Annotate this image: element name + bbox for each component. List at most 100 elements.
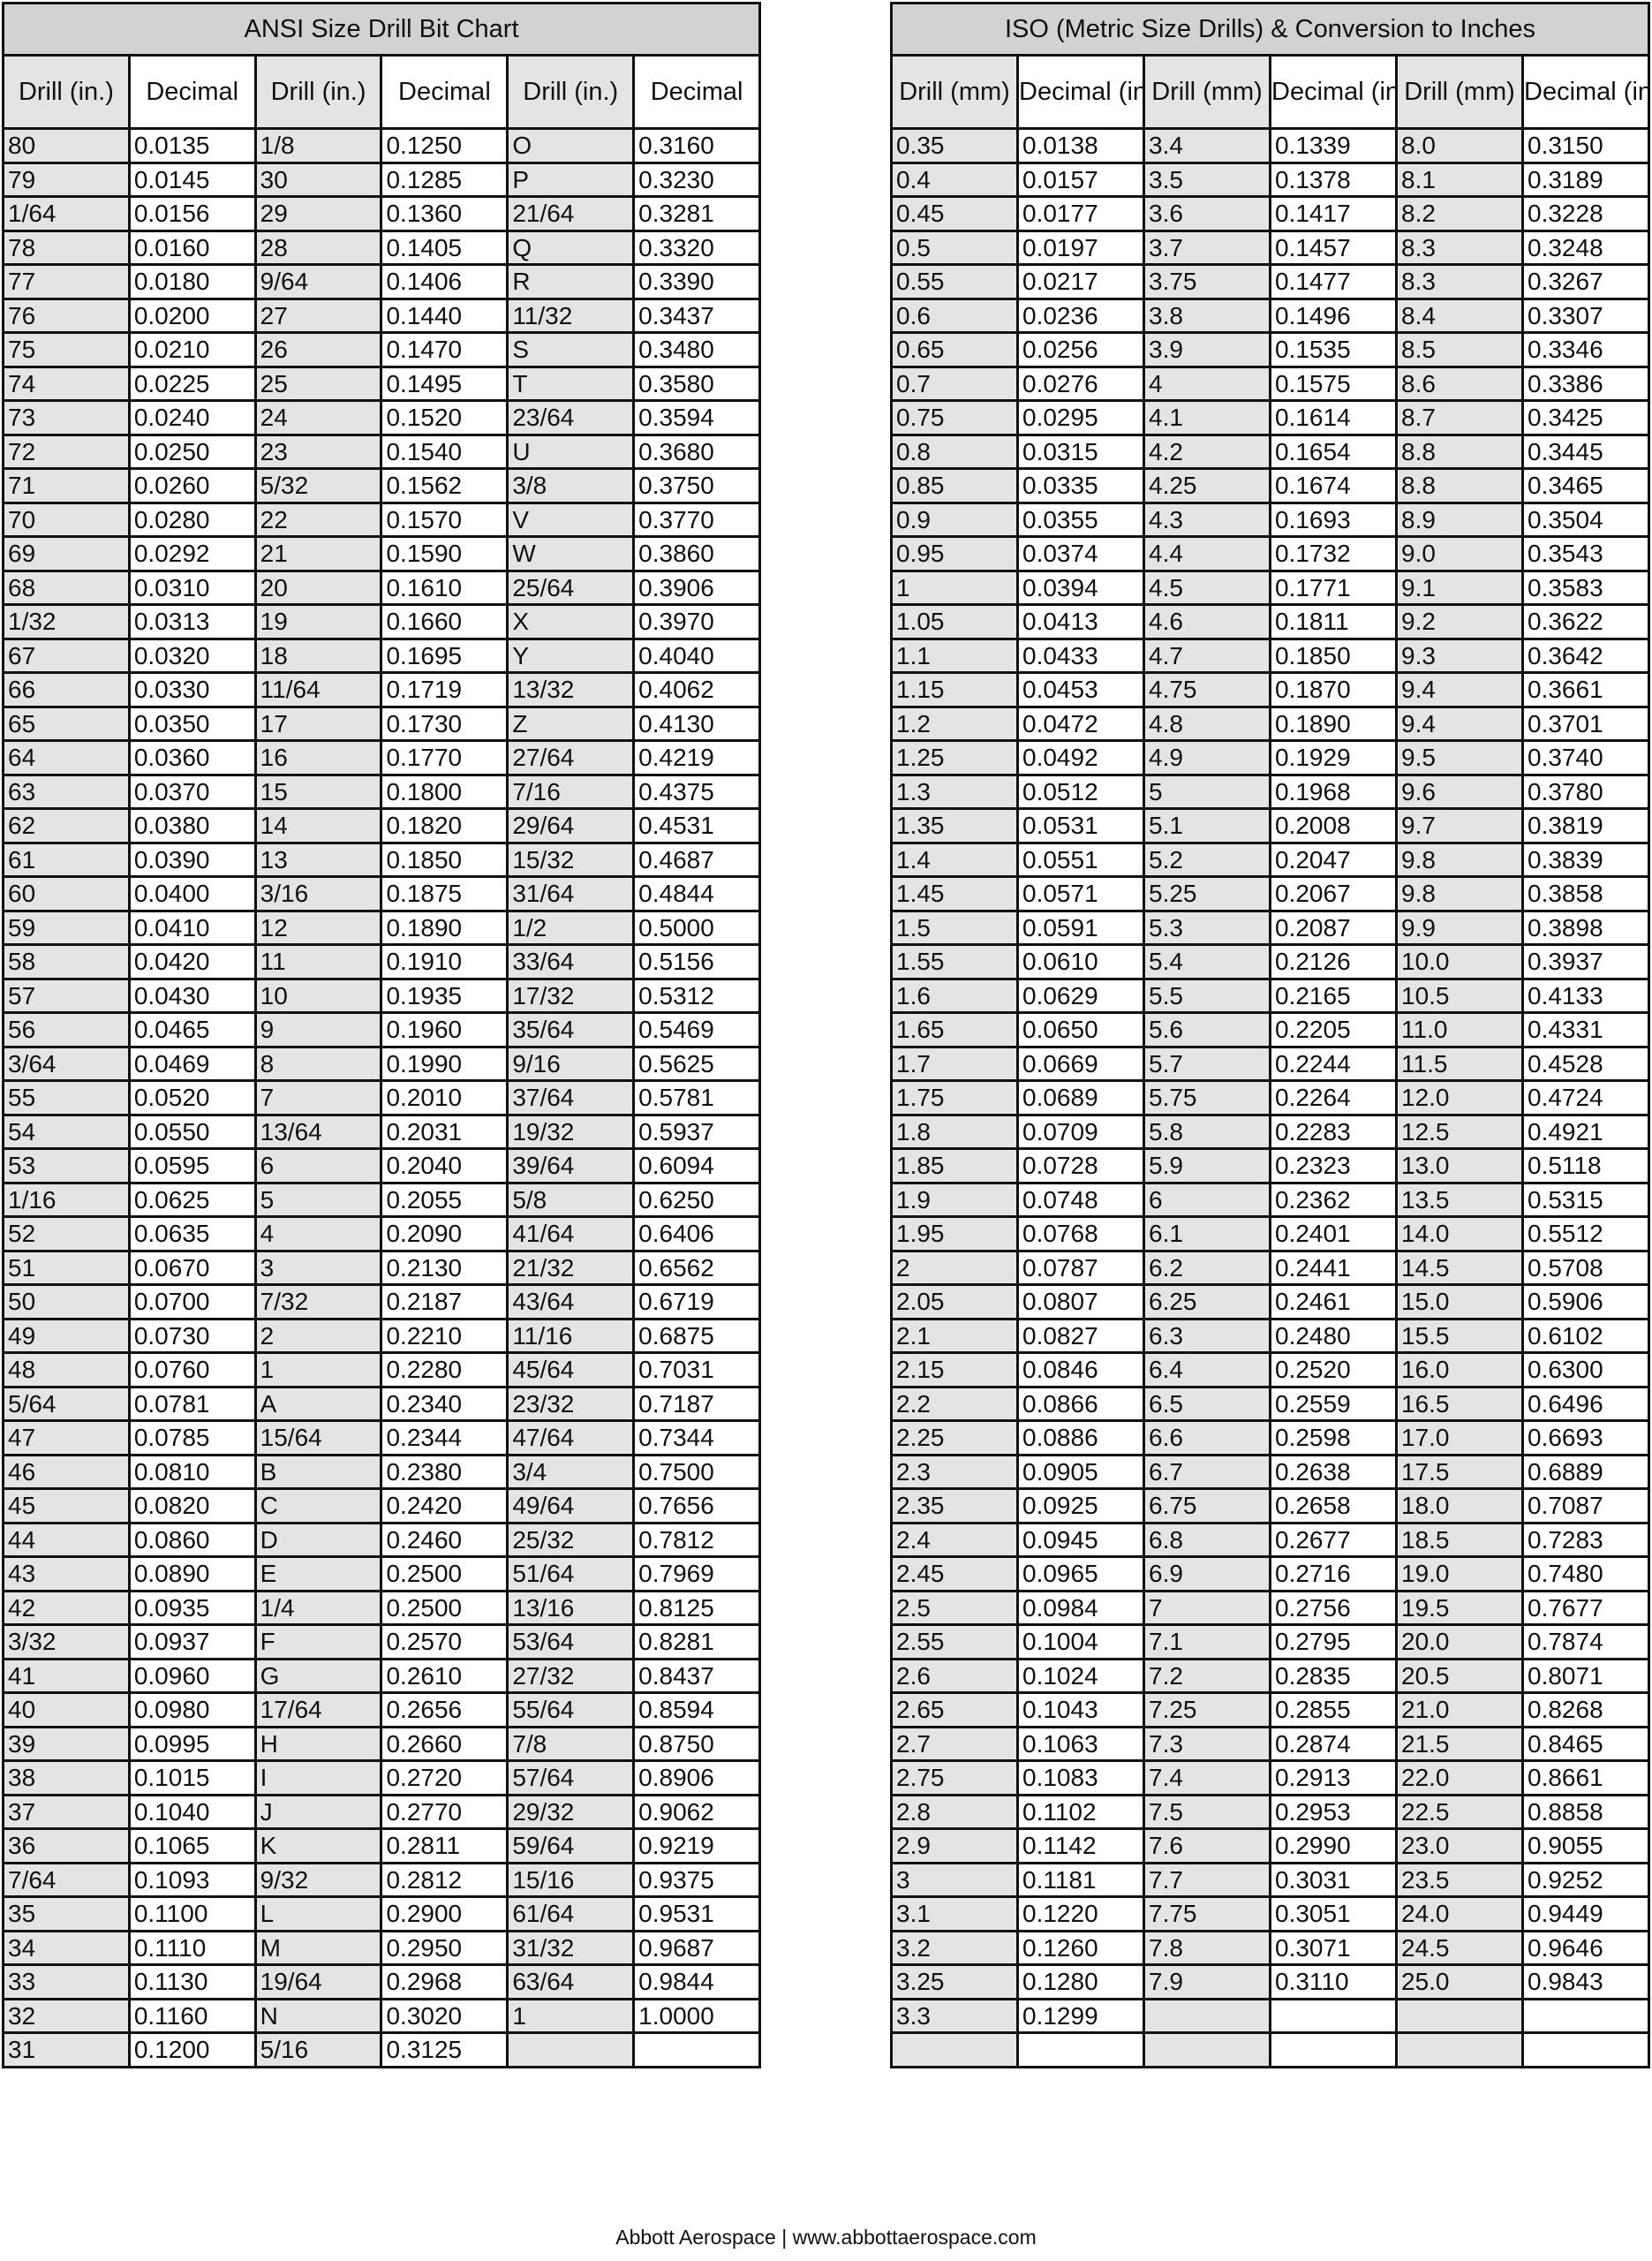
decimal-cell: 0.0571 [1016, 875, 1145, 912]
drill-size-cell: 8.4 [1395, 297, 1524, 334]
decimal-cell: 0.1102 [1016, 1793, 1145, 1830]
drill-size-cell: K [253, 1827, 383, 1864]
decimal-cell: 0.1929 [1269, 739, 1398, 776]
drill-size-cell: 1.25 [890, 739, 1019, 776]
table-row: 0.95 0.0374 4.4 0.1732 9.0 0.3543 [890, 535, 1650, 572]
decimal-cell: 0.3780 [1521, 773, 1650, 810]
decimal-cell: 0.1457 [1269, 229, 1398, 266]
table-row: 72 0.0250 23 0.1540 U 0.3680 [2, 433, 761, 470]
drill-size-cell: 36 [2, 1827, 131, 1864]
decimal-cell: 0.1339 [1269, 127, 1398, 164]
decimal-cell: 0.2087 [1269, 909, 1398, 946]
drill-size-cell: 1.1 [890, 637, 1019, 674]
table-row: 53 0.0595 6 0.2040 39/64 0.6094 [2, 1147, 761, 1184]
drill-size-cell: 10.5 [1395, 977, 1524, 1014]
decimal-cell: 0.1730 [380, 705, 509, 742]
drill-size-cell: J [253, 1793, 383, 1830]
drill-size-cell: 9/32 [253, 1861, 383, 1898]
decimal-cell: 0.0400 [127, 875, 257, 912]
drill-size-cell: 4.3 [1143, 501, 1271, 538]
table-row: 2.8 0.1102 7.5 0.2953 22.5 0.8858 [890, 1793, 1650, 1830]
table-row: 0.55 0.0217 3.75 0.1477 8.3 0.3267 [890, 263, 1650, 300]
decimal-cell: 0.2677 [1269, 1521, 1398, 1558]
drill-size-cell: 13.5 [1395, 1181, 1524, 1218]
drill-size-cell: 8.2 [1395, 195, 1524, 232]
drill-size-cell: 21/32 [506, 1249, 636, 1286]
drill-size-cell: 2.45 [890, 1555, 1019, 1592]
drill-size-cell: A [253, 1385, 383, 1422]
drill-size-cell: 18.0 [1395, 1487, 1524, 1524]
drill-size-cell: 0.9 [890, 501, 1019, 538]
drill-size-cell: 15/64 [253, 1419, 383, 1456]
decimal-cell: 0.0360 [127, 739, 257, 776]
decimal-cell: 0.7283 [1521, 1521, 1650, 1558]
table-row: 74 0.0225 25 0.1495 T 0.3580 [2, 365, 761, 402]
decimal-cell: 0.3740 [1521, 739, 1650, 776]
drill-size-cell: 9.0 [1395, 535, 1524, 572]
table-row: 2.65 0.1043 7.25 0.2855 21.0 0.8268 [890, 1691, 1650, 1728]
decimal-cell: 0.1990 [380, 1045, 509, 1082]
decimal-cell: 0.0250 [127, 433, 257, 470]
drill-size-cell: 3.4 [1143, 127, 1271, 164]
drill-size-cell: N [253, 1997, 383, 2034]
decimal-cell: 0.2380 [380, 1453, 509, 1490]
decimal-cell: 0.7344 [632, 1419, 761, 1456]
decimal-cell: 0.9449 [1521, 1895, 1650, 1932]
decimal-cell: 0.1130 [127, 1963, 257, 2000]
decimal-cell: 0.4040 [632, 637, 761, 674]
drill-size-cell: 13.0 [1395, 1147, 1524, 1184]
drill-size-cell: 13/64 [253, 1113, 383, 1150]
drill-size-cell: 34 [2, 1929, 131, 1966]
decimal-cell: 0.7480 [1521, 1555, 1650, 1592]
decimal-cell: 0.2953 [1269, 1793, 1398, 1830]
drill-size-cell: 15.0 [1395, 1283, 1524, 1320]
drill-size-cell: 9/16 [506, 1045, 636, 1082]
decimal-cell: 0.1732 [1269, 535, 1398, 572]
table-row: 1.15 0.0453 4.75 0.1870 9.4 0.3661 [890, 671, 1650, 708]
drill-size-cell: 74 [2, 365, 131, 402]
table-row: 0.5 0.0197 3.7 0.1457 8.3 0.3248 [890, 229, 1650, 266]
decimal-cell: 0.1406 [380, 263, 509, 300]
drill-size-cell: 19.0 [1395, 1555, 1524, 1592]
drill-size-cell: 9.1 [1395, 569, 1524, 606]
decimal-cell: 0.0512 [1016, 773, 1145, 810]
decimal-cell: 0.0995 [127, 1725, 257, 1762]
drill-size-cell: 19.5 [1395, 1589, 1524, 1626]
decimal-cell: 0.1280 [1016, 1963, 1145, 2000]
decimal-cell: 0.7677 [1521, 1589, 1650, 1626]
decimal-cell: 0.0240 [127, 399, 257, 436]
decimal-cell: 0.0310 [127, 569, 257, 606]
drill-size-cell: 15/16 [506, 1861, 636, 1898]
drill-size-cell: 0.85 [890, 467, 1019, 504]
decimal-cell: 0.5512 [1521, 1215, 1650, 1252]
decimal-cell: 0.3281 [632, 195, 761, 232]
table-row: 33 0.1130 19/64 0.2968 63/64 0.9844 [2, 1963, 761, 2000]
drill-size-cell: 9.8 [1395, 875, 1524, 912]
drill-size-cell: 2.25 [890, 1419, 1019, 1456]
table-row: 43 0.0890 E 0.2500 51/64 0.7969 [2, 1555, 761, 1592]
drill-size-cell: 23.0 [1395, 1827, 1524, 1864]
column-header: Drill (mm) [1395, 54, 1524, 130]
decimal-cell: 0.2283 [1269, 1113, 1398, 1150]
drill-size-cell: 3/4 [506, 1453, 636, 1490]
drill-size-cell: 20.0 [1395, 1623, 1524, 1660]
decimal-cell: 0.0330 [127, 671, 257, 708]
drill-size-cell: 20 [253, 569, 383, 606]
drill-size-cell: 21.5 [1395, 1725, 1524, 1762]
drill-size-cell: D [253, 1521, 383, 1558]
drill-size-cell: 17.5 [1395, 1453, 1524, 1490]
decimal-cell: 0.1890 [1269, 705, 1398, 742]
drill-size-cell: 21/64 [506, 195, 636, 232]
decimal-cell: 0.1811 [1269, 603, 1398, 640]
table-row: 2.2 0.0866 6.5 0.2559 16.5 0.6496 [890, 1385, 1650, 1422]
drill-size-cell: 8.0 [1395, 127, 1524, 164]
drill-size-cell: 24 [253, 399, 383, 436]
table-row: 61 0.0390 13 0.1850 15/32 0.4687 [2, 841, 761, 878]
table-row: 1.7 0.0669 5.7 0.2244 11.5 0.4528 [890, 1045, 1650, 1082]
table-row: 3.25 0.1280 7.9 0.3110 25.0 0.9843 [890, 1963, 1650, 2000]
table-row: 0.85 0.0335 4.25 0.1674 8.8 0.3465 [890, 467, 1650, 504]
decimal-cell: 0.2656 [380, 1691, 509, 1728]
decimal-cell: 0.0313 [127, 603, 257, 640]
decimal-cell: 0.8268 [1521, 1691, 1650, 1728]
table-row: 42 0.0935 1/4 0.2500 13/16 0.8125 [2, 1589, 761, 1626]
